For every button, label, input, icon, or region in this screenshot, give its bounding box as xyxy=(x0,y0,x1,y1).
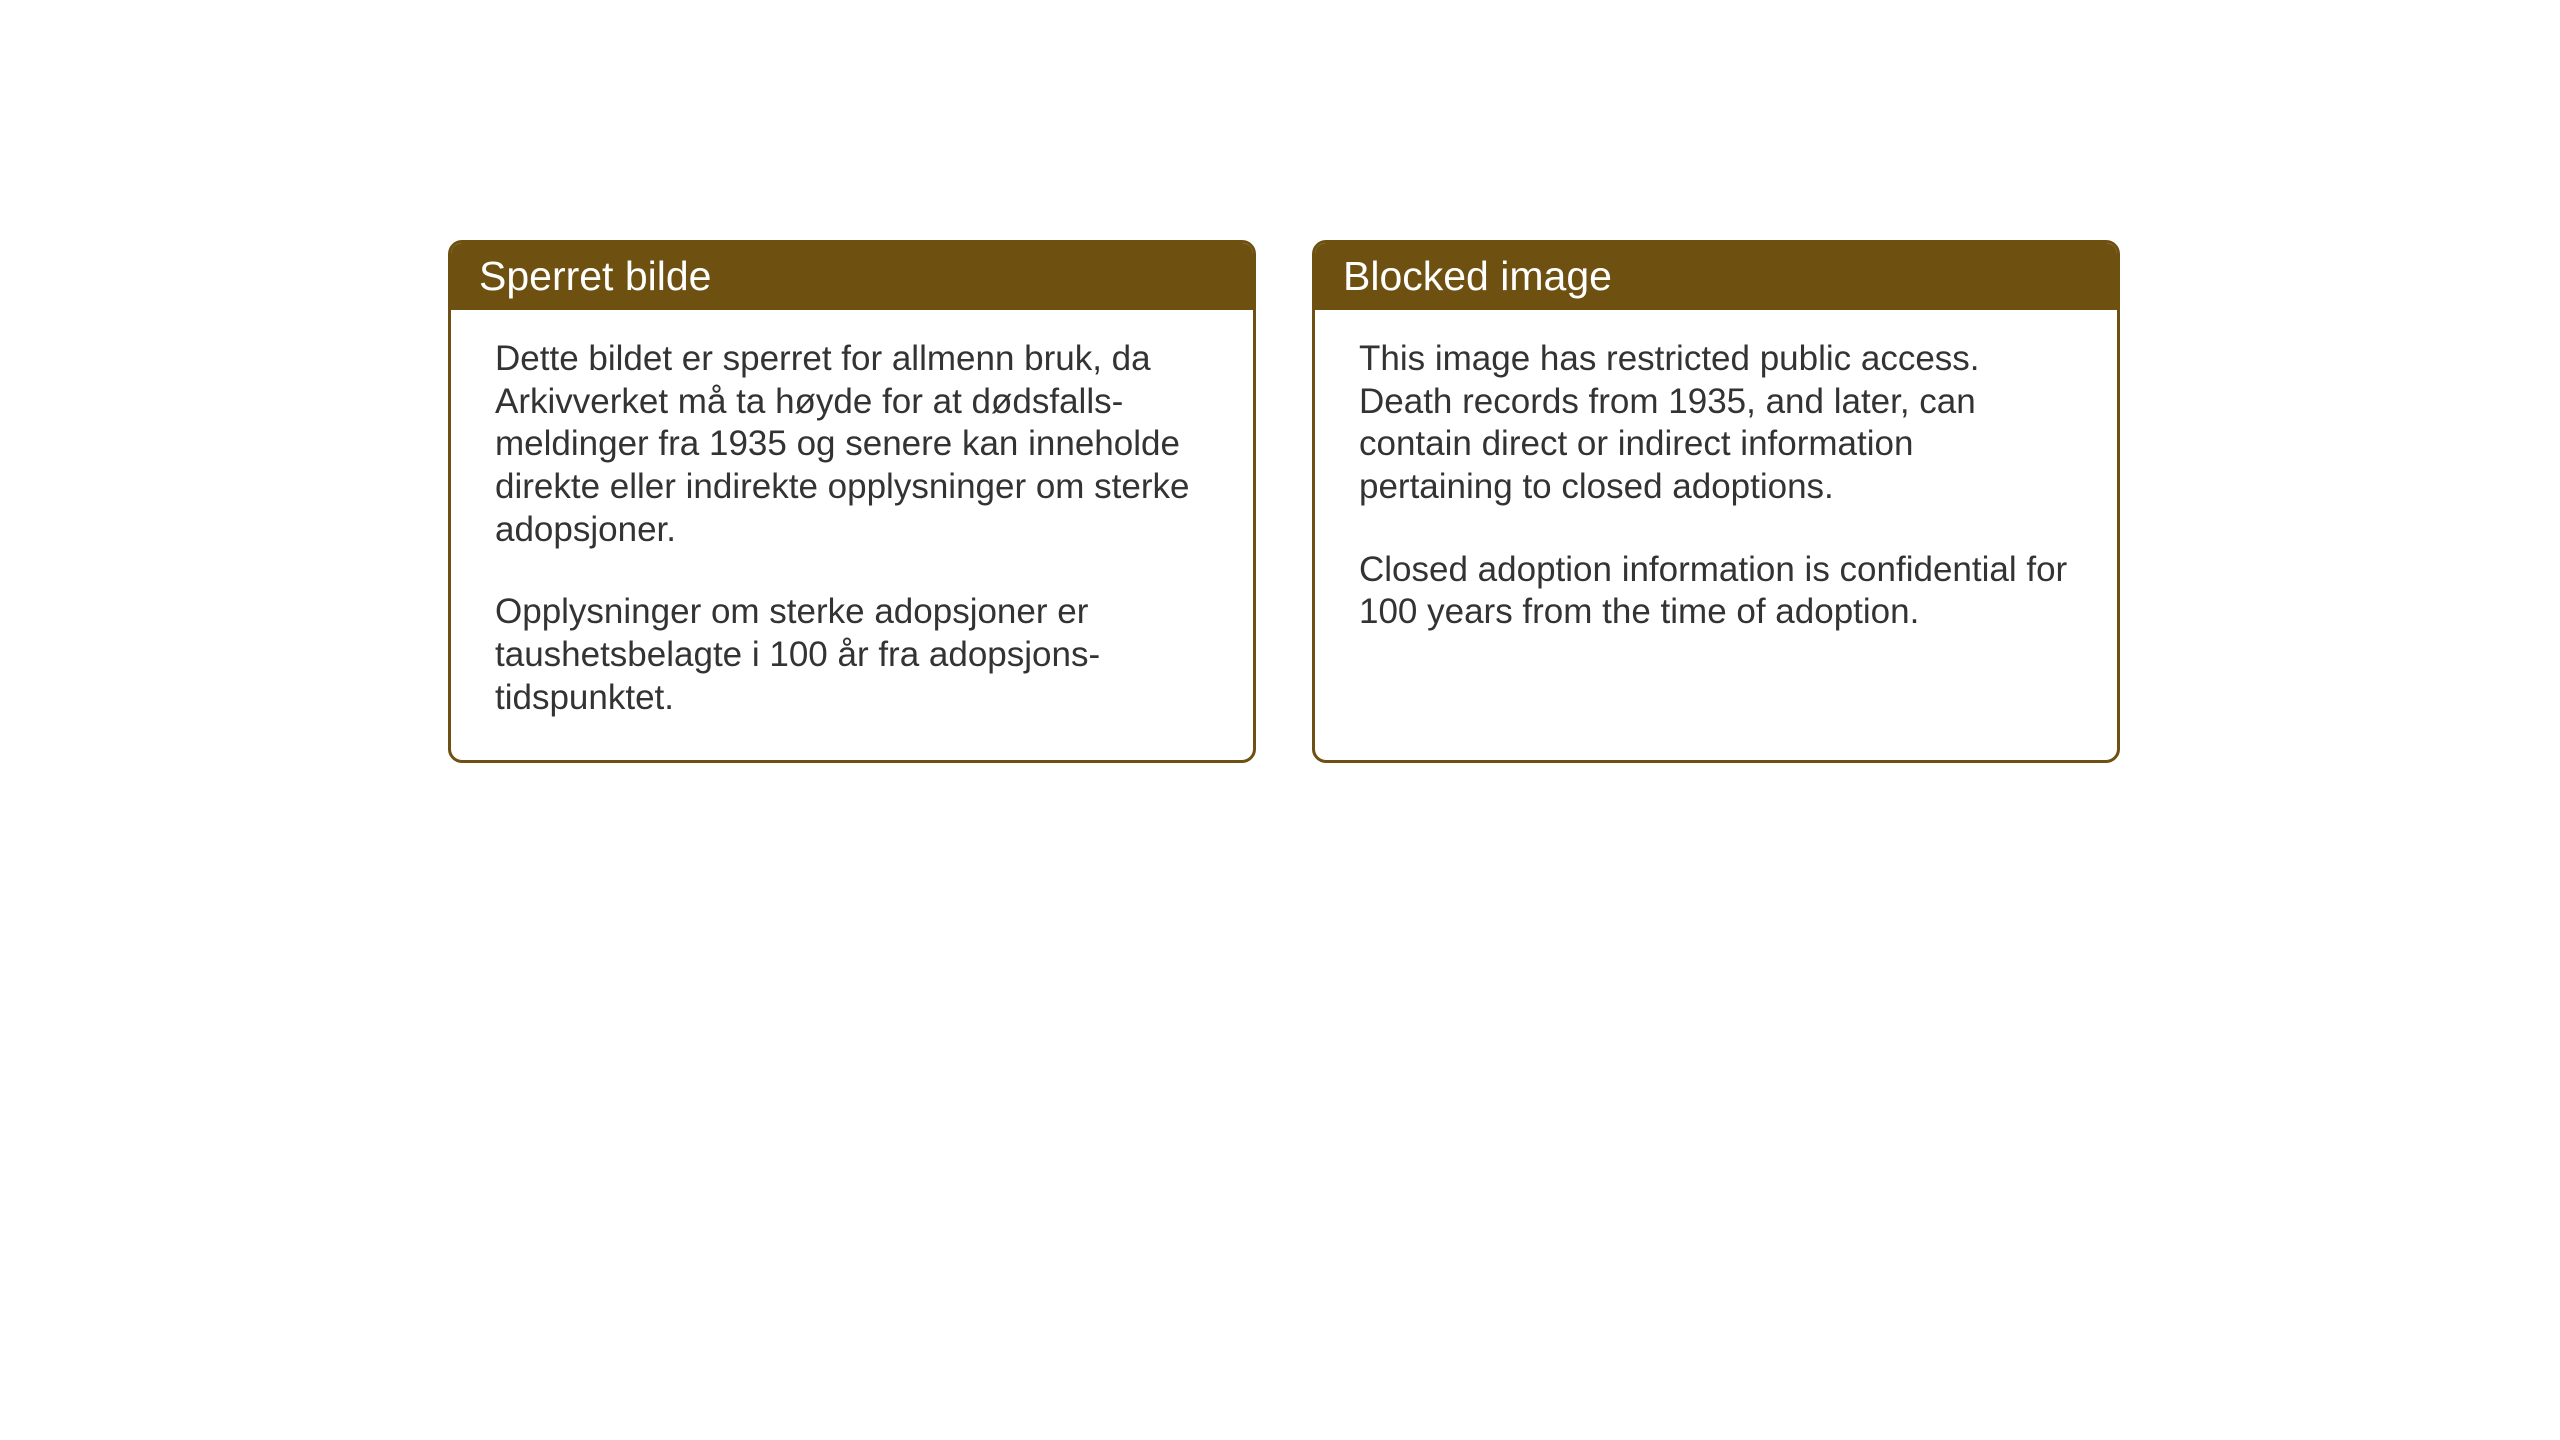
notice-container: Sperret bilde Dette bildet er sperret fo… xyxy=(448,240,2120,763)
english-card-title: Blocked image xyxy=(1315,243,2117,310)
norwegian-paragraph-2: Opplysninger om sterke adopsjoner er tau… xyxy=(495,591,1209,719)
norwegian-card-body: Dette bildet er sperret for allmenn bruk… xyxy=(451,310,1253,760)
norwegian-notice-card: Sperret bilde Dette bildet er sperret fo… xyxy=(448,240,1256,763)
english-notice-card: Blocked image This image has restricted … xyxy=(1312,240,2120,763)
norwegian-card-title: Sperret bilde xyxy=(451,243,1253,310)
norwegian-paragraph-1: Dette bildet er sperret for allmenn bruk… xyxy=(495,338,1209,551)
english-paragraph-1: This image has restricted public access.… xyxy=(1359,338,2073,509)
english-paragraph-2: Closed adoption information is confident… xyxy=(1359,549,2073,634)
english-card-body: This image has restricted public access.… xyxy=(1315,310,2117,730)
